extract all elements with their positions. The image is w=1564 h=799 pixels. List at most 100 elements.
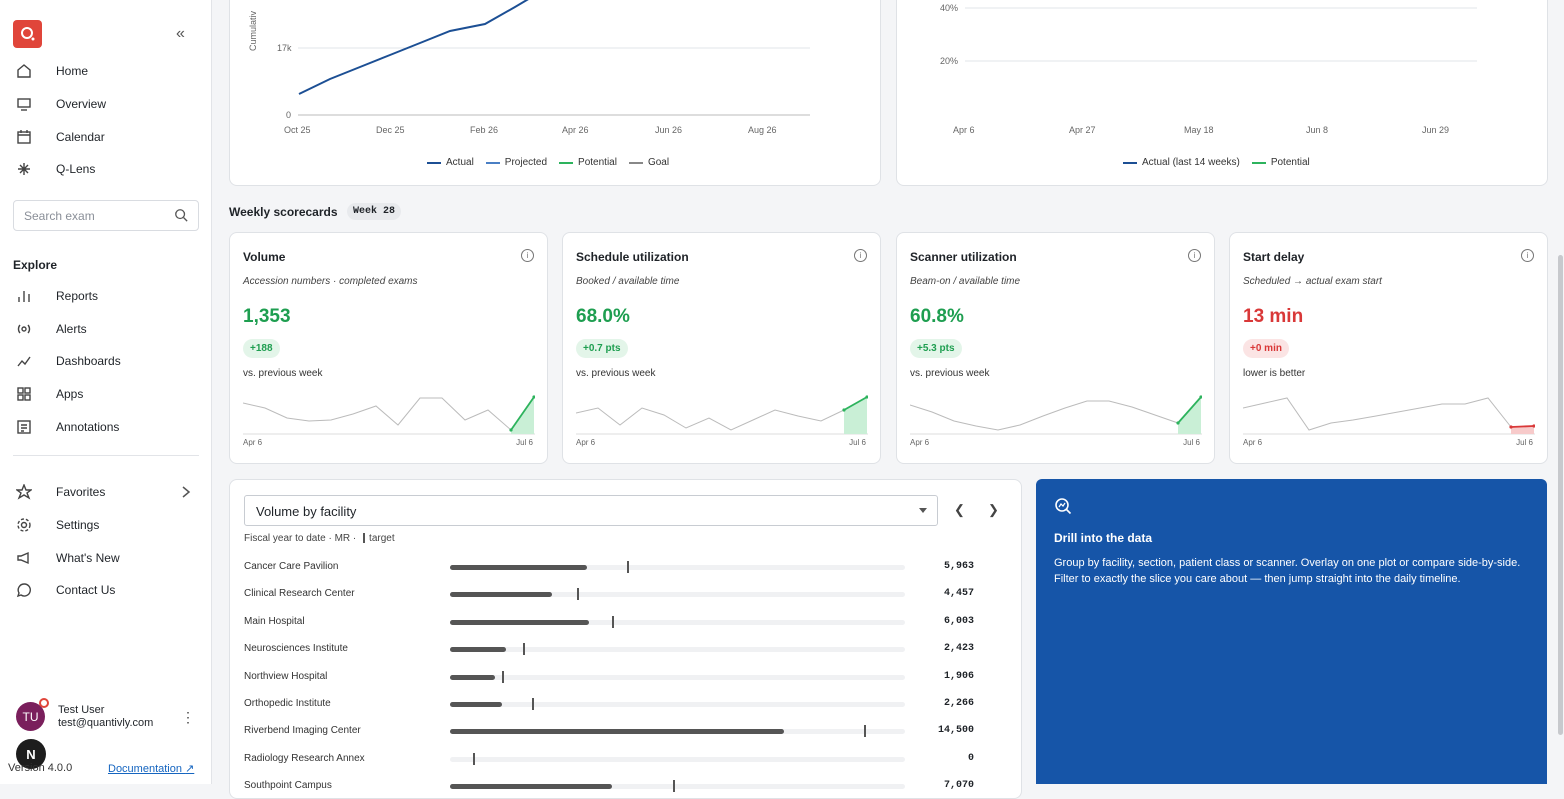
user-menu-icon[interactable]: ⋮	[181, 709, 195, 725]
page-scrollbar[interactable]	[1558, 255, 1563, 735]
facility-row[interactable]: Clinical Research Center 4,457	[244, 584, 974, 604]
x-tick: Apr 27	[1069, 125, 1096, 135]
facility-bar-fill	[450, 592, 553, 598]
volume-sparkline	[243, 395, 535, 435]
next-chart-icon[interactable]: ❯	[988, 502, 999, 517]
facility-value: 2,423	[943, 643, 974, 655]
bar-chart-icon	[18, 291, 30, 302]
facility-row[interactable]: Southpoint Campus 7,070	[244, 776, 974, 796]
cumulative-chart-plot	[298, 0, 810, 116]
search-placeholder: Search exam	[24, 208, 95, 223]
dropdown-arrow-icon	[919, 508, 927, 513]
legend-goal: Goal	[647, 157, 670, 168]
week-badge: Week 28	[347, 203, 402, 220]
home-icon	[17, 64, 31, 78]
facility-target-marker	[502, 670, 505, 683]
facility-bar-track	[450, 725, 905, 738]
nav-alerts[interactable]: Alerts	[16, 314, 196, 344]
x-tick: Feb 26	[470, 125, 499, 135]
notification-dot	[39, 698, 49, 708]
sparkline-start-label: Apr 6	[1243, 438, 1263, 447]
nav-overview[interactable]: Overview	[16, 89, 196, 119]
facility-row[interactable]: Orthopedic Institute 2,266	[244, 694, 974, 714]
nav-settings[interactable]: Settings	[16, 510, 196, 540]
legend-potential: Potential	[1270, 157, 1310, 168]
facility-row[interactable]: Main Hospital 6,003	[244, 612, 974, 632]
facility-value: 14,500	[937, 725, 974, 737]
scorecard-value: 60.8%	[910, 306, 964, 327]
search-analytics-icon	[1055, 498, 1072, 515]
user-email: test@quantivly.com	[58, 716, 154, 729]
selected-chart-label: Volume by facility	[256, 504, 357, 519]
info-icon[interactable]: i	[1188, 249, 1201, 262]
n-floating-button[interactable]: N	[16, 739, 46, 769]
facility-row[interactable]: Radiology Research Annex 0	[244, 749, 974, 769]
legend-potential: Potential	[578, 157, 617, 168]
nav-settings-label: Settings	[56, 518, 100, 532]
nav-favorites[interactable]: Favorites	[16, 477, 196, 507]
facility-row[interactable]: Northview Hospital 1,906	[244, 667, 974, 687]
info-icon[interactable]: i	[521, 249, 534, 262]
scorecard-delta-badge: +0.7 pts	[576, 339, 628, 358]
sidebar: « Home Overview Calendar Q-Lens Search e…	[0, 0, 212, 784]
nav-apps-label: Apps	[56, 387, 84, 401]
chevron-right-icon[interactable]	[180, 485, 192, 499]
facility-bar-track	[450, 561, 905, 573]
facility-bar-fill	[450, 619, 589, 625]
nav-annotations[interactable]: Annotations	[16, 412, 196, 442]
monitor-icon	[17, 98, 31, 111]
nav-home[interactable]: Home	[16, 56, 196, 86]
documentation-link[interactable]: Documentation ↗	[108, 762, 194, 775]
search-exam-input[interactable]: Search exam	[13, 200, 199, 231]
chart-selector-dropdown[interactable]: Volume by facility	[244, 495, 938, 526]
target-legend-label: target	[369, 533, 395, 544]
nav-reports[interactable]: Reports	[16, 281, 196, 311]
collapse-sidebar-icon[interactable]: «	[176, 25, 185, 42]
facility-row[interactable]: Cancer Care Pavilion 5,963	[244, 557, 974, 577]
star-icon	[16, 484, 32, 500]
x-tick: May 18	[1184, 125, 1214, 135]
sparkline-start-label: Apr 6	[243, 438, 263, 447]
user-profile[interactable]: TU Test User test@quantivly.com	[16, 698, 154, 731]
facility-bar-track	[450, 698, 905, 710]
nav-apps[interactable]: Apps	[16, 379, 196, 409]
nav-annotations-label: Annotations	[56, 420, 120, 434]
nav-dashboards[interactable]: Dashboards	[16, 346, 196, 376]
documentation-label: Documentation	[108, 763, 182, 775]
facility-subtitle: Fiscal year to date · MR · target	[244, 533, 395, 544]
search-icon[interactable]	[174, 208, 188, 222]
info-icon[interactable]: i	[1521, 249, 1534, 262]
drill-into-data-panel[interactable]: Drill into the data Group by facility, s…	[1036, 479, 1547, 784]
user-name: Test User	[58, 703, 105, 716]
scorecard-note: lower is better	[1243, 368, 1306, 379]
scorecard-subtitle: Beam-on / available time	[910, 276, 1021, 287]
info-icon[interactable]: i	[854, 249, 867, 262]
schedule-sparkline	[576, 395, 868, 435]
nav-calendar[interactable]: Calendar	[16, 122, 196, 152]
facility-row[interactable]: Neurosciences Institute 2,423	[244, 639, 974, 659]
facility-row[interactable]: Riverbend Imaging Center 14,500	[244, 721, 974, 741]
grid-icon	[17, 387, 31, 401]
facility-name: Main Hospital	[244, 615, 305, 627]
y-tick-40: 40%	[940, 3, 959, 13]
previous-chart-icon[interactable]: ❮	[954, 502, 965, 517]
volume-by-facility-card: Volume by facility ❮ ❯ Fiscal year to da…	[229, 479, 1022, 799]
facility-value: 6,003	[943, 615, 974, 627]
version-label: Version 4.0.0	[8, 762, 73, 774]
facility-subtitle-text: Fiscal year to date · MR ·	[244, 533, 357, 544]
facility-name: Cancer Care Pavilion	[244, 561, 339, 572]
facility-value: 0	[967, 752, 974, 764]
facility-bar-track	[450, 780, 905, 793]
scorecard-delta-badge: +0 min	[1243, 339, 1289, 358]
gear-icon	[17, 518, 31, 532]
facility-bar-track	[450, 615, 905, 628]
facility-name: Radiology Research Annex	[244, 752, 365, 764]
app-logo[interactable]	[13, 20, 42, 48]
facility-bar-track	[450, 588, 905, 601]
x-tick: Aug 26	[748, 125, 777, 135]
nav-q-lens[interactable]: Q-Lens	[16, 154, 196, 184]
nav-whats-new[interactable]: What's New	[16, 543, 196, 573]
broadcast-icon	[17, 324, 31, 334]
facility-value: 1,906	[943, 670, 974, 682]
nav-contact-us[interactable]: Contact Us	[16, 575, 196, 605]
